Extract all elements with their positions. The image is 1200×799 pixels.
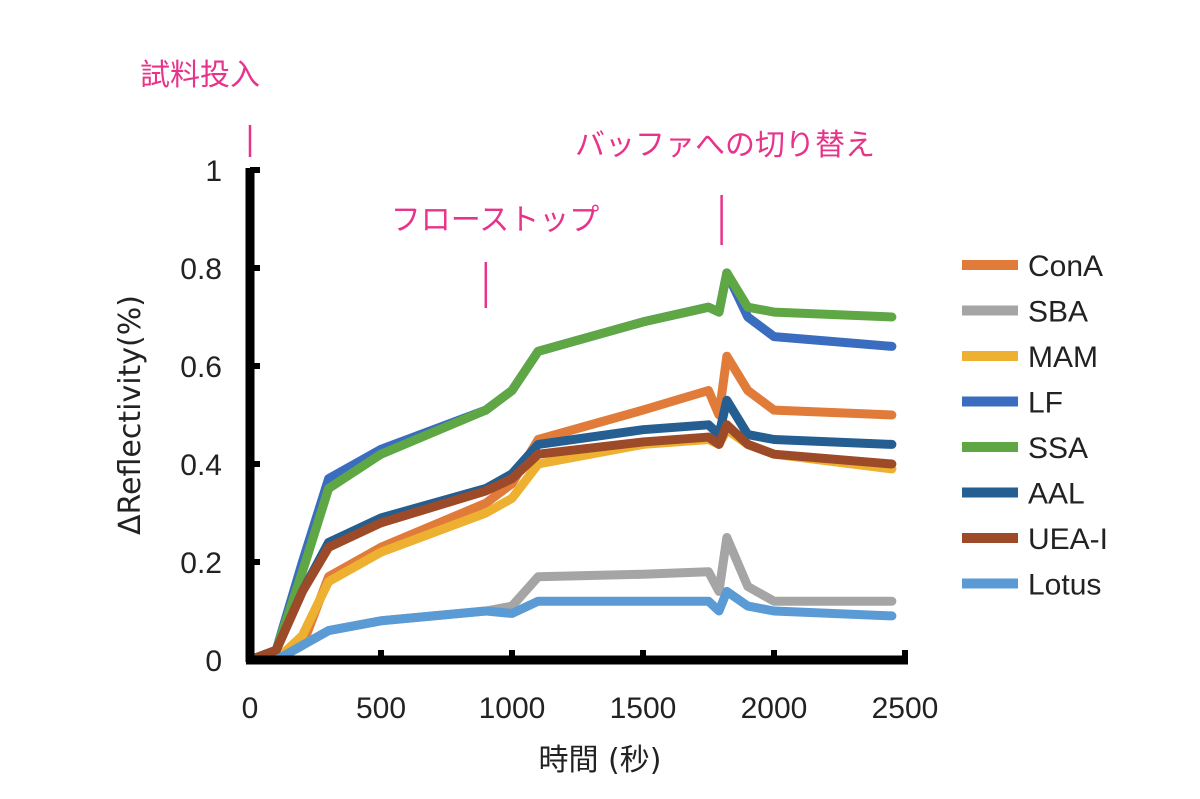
legend-label: AAL [1028,478,1085,511]
x-tick-label: 500 [356,692,406,725]
series-line-ssa [245,268,897,665]
legend: ConA SBA MAM LF SSA AAL UEA-I Lotus [962,250,1108,602]
series-line-aal [245,395,897,665]
y-tick-label: 0.2 [180,547,222,580]
series-layer [245,268,897,665]
legend-label: ConA [1028,250,1103,283]
y-tick-label: 0.8 [180,253,222,286]
series-line-lotus [245,586,897,665]
legend-label: UEA-I [1028,523,1108,556]
y-tick-label: 0.6 [180,351,222,384]
ticks: 0 500 1000 1500 2000 2500 0 0.2 0.4 0.6 0.8 1 [180,155,938,725]
legend-label: SSA [1028,432,1088,465]
y-axis-label: ΔReflectivity(%) [113,295,148,535]
series-line-uea-i [245,420,897,665]
x-tick-label: 0 [242,692,259,725]
y-tick-label: 1 [205,155,222,188]
annotation-label: バッファへの切り替え [575,128,875,163]
legend-label: LF [1028,387,1063,420]
x-tick-label: 1000 [479,692,546,725]
y-tick-label: 0 [205,645,222,678]
x-tick-label: 2000 [741,692,808,725]
x-axis-label: 時間 (秒) [539,743,662,778]
y-tick-label: 0.4 [180,449,222,482]
annotation-label: 試料投入 [140,58,260,93]
x-tick-label: 1500 [610,692,677,725]
legend-label: Lotus [1028,569,1101,602]
annotation-label: フローストップ [391,203,600,238]
legend-label: MAM [1028,341,1098,374]
legend-label: SBA [1028,296,1088,329]
x-tick-label: 2500 [872,692,939,725]
